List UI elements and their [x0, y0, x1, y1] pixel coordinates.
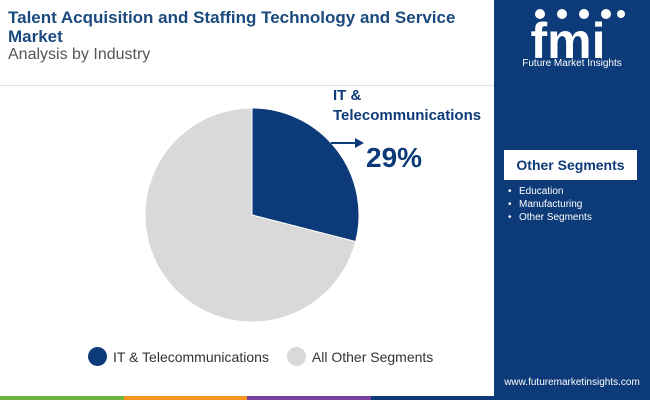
chart-title: Talent Acquisition and Staffing Technolo…: [8, 8, 456, 46]
svg-text:fmi: fmi: [531, 13, 606, 69]
legend-item-it-telecom: IT & Telecommunications: [88, 347, 269, 366]
footer-bar-segment: [247, 396, 371, 400]
legend-swatch-it-telecom: [88, 347, 107, 366]
segment-item-manufacturing: Manufacturing: [504, 198, 592, 211]
other-segments-heading: Other Segments: [504, 150, 637, 180]
callout-value-label: 29%: [366, 142, 423, 173]
legend-label-it-telecom: IT & Telecommunications: [113, 348, 269, 365]
website-url[interactable]: www.futuremarketinsights.com: [504, 377, 640, 388]
segment-item-education: Education: [504, 185, 592, 198]
header-divider: [0, 85, 494, 86]
brand-name: Future Market Insights: [522, 58, 622, 69]
chart-legend: IT & Telecommunications All Other Segmen…: [88, 347, 433, 366]
footer-bar-segment: [370, 396, 494, 400]
footer-bar-segment: [123, 396, 247, 400]
pie-chart: [144, 107, 364, 323]
callout-arrow: [331, 138, 364, 148]
other-segments-list: Education Manufacturing Other Segments: [504, 185, 592, 224]
legend-swatch-all-other: [286, 347, 306, 366]
brand-sidebar: fmi Future Market Insights Other Segment…: [494, 0, 650, 400]
segment-item-other: Other Segments: [504, 211, 592, 224]
footer-color-bar: [0, 396, 494, 400]
pie-slice-it-telecommunications: [251, 107, 360, 243]
legend-item-all-other: All Other Segments: [286, 347, 434, 366]
pie-slice-all-other-segments: [144, 107, 357, 323]
chart-subtitle: Analysis by Industry: [8, 46, 151, 63]
legend-label-all-other: All Other Segments: [311, 348, 434, 365]
fmi-logo: fmi: [531, 9, 625, 69]
footer-bar-segment: [0, 396, 124, 400]
chart-panel: Talent Acquisition and Staffing Technolo…: [0, 8, 494, 400]
callout-category-label: IT & Telecommunications: [333, 87, 482, 124]
